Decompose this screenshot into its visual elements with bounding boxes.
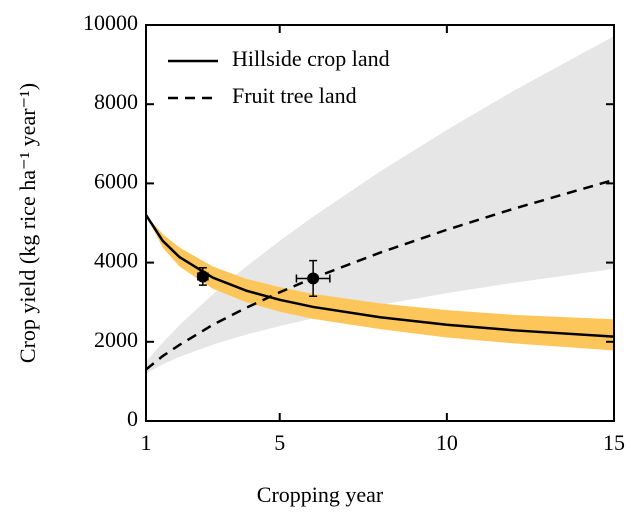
point xyxy=(307,272,320,285)
x-tick-label: 5 xyxy=(274,430,285,455)
y-axis-label: Crop yield (kg rice ha⁻¹ year⁻¹) xyxy=(15,83,40,363)
x-tick-label: 1 xyxy=(141,430,152,455)
legend-label: Hillside crop land xyxy=(232,46,390,71)
x-tick-label: 15 xyxy=(603,430,625,455)
y-tick-label: 0 xyxy=(127,406,138,431)
plot-frame xyxy=(145,24,615,422)
y-tick-label: 4000 xyxy=(94,248,138,273)
line xyxy=(144,214,615,338)
legend-label: Fruit tree land xyxy=(232,83,357,108)
x-tick-label: 10 xyxy=(436,430,458,455)
y-tick-label: 6000 xyxy=(94,168,138,193)
y-tick-label: 10000 xyxy=(83,10,138,35)
line xyxy=(145,178,615,371)
uncertainty-band xyxy=(146,215,614,351)
y-tick-label: 2000 xyxy=(94,327,138,352)
y-tick-label: 8000 xyxy=(94,89,138,114)
x-axis-label: Cropping year xyxy=(257,482,384,507)
point xyxy=(196,270,209,283)
